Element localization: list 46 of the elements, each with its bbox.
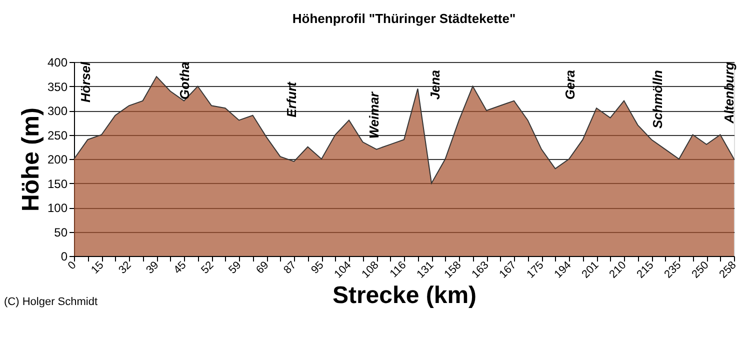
y-tick-label: 0 (60, 250, 68, 264)
y-tick-label: 250 (47, 128, 68, 142)
y-axis-title: Höhe (m) (17, 108, 44, 212)
annotation: Jena (428, 70, 443, 100)
annotation: Altenburg (721, 62, 736, 124)
chart-title: Höhenprofil "Thüringer Städtekette" (292, 11, 516, 26)
y-tick-label: 300 (47, 104, 68, 118)
x-tick-label: 45 (172, 259, 189, 276)
x-tick-label: 116 (388, 259, 409, 280)
x-tick-label: 194 (552, 259, 574, 281)
text: (C) Holger Schmidt (4, 296, 98, 308)
x-tick-label: 250 (690, 259, 712, 281)
annotation: Hörsel (78, 62, 93, 102)
annotation: Erfurt (284, 81, 299, 118)
x-tick-label: 0 (66, 259, 79, 272)
x-tick-label: 39 (144, 259, 162, 276)
x-tick-label: 32 (116, 259, 134, 276)
y-tick-label: 400 (47, 56, 68, 70)
x-tick-label: 95 (309, 259, 326, 276)
x-tick-label: 158 (442, 259, 464, 281)
x-tick-label: 175 (524, 259, 546, 281)
y-tick-label: 50 (54, 225, 68, 240)
x-tick-label: 167 (497, 259, 519, 281)
x-tick-label: 215 (634, 259, 656, 281)
y-tick-label: 150 (47, 176, 68, 191)
y-tick-label: 200 (47, 152, 68, 166)
annotation: Gera (562, 70, 578, 100)
x-tick-label: 258 (717, 259, 739, 281)
x-tick-label: 104 (332, 259, 354, 281)
x-tick-label: 131 (414, 259, 436, 281)
x-tick-label: 59 (226, 259, 244, 276)
y-tick-label: 350 (47, 80, 68, 94)
annotation: Schmölln (650, 70, 666, 129)
x-tick-label: 52 (199, 259, 216, 276)
x-tick-label: 163 (470, 259, 492, 281)
x-tick-label: 108 (360, 259, 382, 281)
x-tick-label: 201 (580, 259, 602, 281)
x-tick-label: 69 (254, 259, 272, 276)
x-tick-label: 235 (662, 259, 684, 281)
x-tick-label: 210 (607, 259, 629, 281)
x-axis-title: Strecke (km) (332, 282, 477, 310)
annotation: Gotha (176, 62, 192, 100)
x-tick-label: 15 (89, 259, 106, 276)
annotation: Weimar (366, 91, 382, 139)
x-tick-label: 87 (282, 259, 299, 276)
y-tick-label: 100 (47, 201, 68, 215)
